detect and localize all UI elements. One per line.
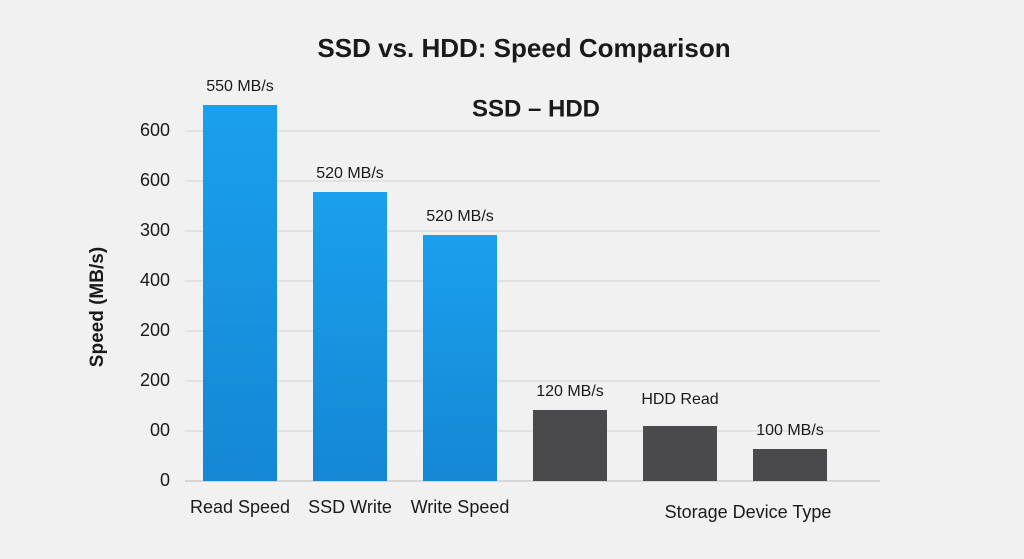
bar	[313, 192, 387, 481]
bar	[423, 235, 497, 481]
bar	[533, 410, 607, 481]
x-tick-label: SSD Write	[308, 497, 392, 517]
annotation: HDD Read	[641, 391, 718, 408]
bar	[753, 449, 827, 481]
x-axis-label: Storage Device Type	[665, 502, 832, 522]
y-tick-label: 400	[140, 270, 170, 290]
chart-subtitle: SSD – HDD	[472, 95, 600, 122]
y-tick-label: 200	[140, 320, 170, 340]
value-label: 100 MB/s	[756, 422, 824, 439]
y-axis-label: Speed (MB/s)	[87, 247, 108, 367]
value-label: 520 MB/s	[426, 208, 494, 225]
y-tick-label: 0	[160, 470, 170, 490]
chart-title: SSD vs. HDD: Speed Comparison	[317, 33, 730, 63]
value-label: 120 MB/s	[536, 383, 604, 400]
bar	[203, 105, 277, 481]
y-tick-label: 600	[140, 120, 170, 140]
y-tick-label: 300	[140, 220, 170, 240]
y-tick-label: 200	[140, 370, 170, 390]
value-label: 520 MB/s	[316, 165, 384, 182]
y-tick-label: 00	[150, 420, 170, 440]
bar	[643, 426, 717, 481]
y-tick-label: 600	[140, 170, 170, 190]
x-tick-label: Write Speed	[411, 497, 510, 517]
value-label: 550 MB/s	[206, 78, 274, 95]
x-tick-label: Read Speed	[190, 497, 290, 517]
